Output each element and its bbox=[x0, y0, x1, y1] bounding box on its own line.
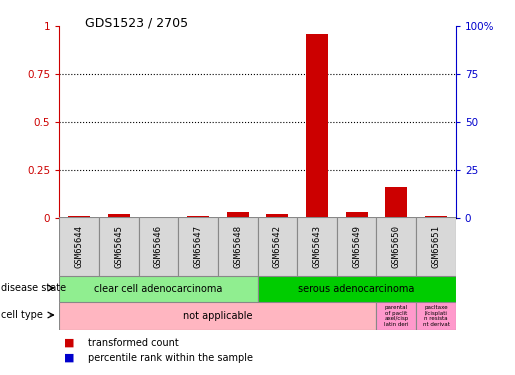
Text: transformed count: transformed count bbox=[88, 338, 178, 348]
Bar bbox=[147, 216, 169, 217]
Bar bbox=[139, 217, 178, 276]
Text: GSM65643: GSM65643 bbox=[313, 225, 321, 268]
Text: GSM65645: GSM65645 bbox=[114, 225, 123, 268]
Text: ■: ■ bbox=[64, 338, 75, 348]
Text: parental
of paclit
axel/cisp
latin deri: parental of paclit axel/cisp latin deri bbox=[384, 305, 408, 327]
Text: clear cell adenocarcinoma: clear cell adenocarcinoma bbox=[94, 284, 222, 294]
Text: GSM65644: GSM65644 bbox=[75, 225, 83, 268]
Bar bbox=[385, 187, 407, 218]
Text: percentile rank within the sample: percentile rank within the sample bbox=[88, 353, 252, 363]
Bar bbox=[376, 217, 416, 276]
Bar bbox=[187, 216, 209, 217]
Bar bbox=[346, 212, 368, 217]
Bar bbox=[306, 34, 328, 218]
Text: GSM65647: GSM65647 bbox=[194, 225, 202, 268]
Text: GSM65648: GSM65648 bbox=[233, 225, 242, 268]
Text: GSM65651: GSM65651 bbox=[432, 225, 440, 268]
Bar bbox=[297, 217, 337, 276]
Bar bbox=[416, 217, 456, 276]
Text: GSM65649: GSM65649 bbox=[352, 225, 361, 268]
Text: GSM65646: GSM65646 bbox=[154, 225, 163, 268]
Bar bbox=[416, 302, 456, 330]
Bar bbox=[258, 217, 297, 276]
Bar bbox=[376, 302, 416, 330]
Bar bbox=[59, 217, 99, 276]
Text: serous adenocarcinoma: serous adenocarcinoma bbox=[299, 284, 415, 294]
Text: ■: ■ bbox=[64, 353, 75, 363]
Bar bbox=[337, 217, 376, 276]
Text: GSM65650: GSM65650 bbox=[392, 225, 401, 268]
Text: not applicable: not applicable bbox=[183, 311, 252, 321]
Bar bbox=[108, 214, 130, 217]
Bar bbox=[99, 217, 139, 276]
Text: GDS1523 / 2705: GDS1523 / 2705 bbox=[85, 17, 188, 30]
Bar bbox=[425, 216, 447, 217]
Bar bbox=[178, 217, 218, 276]
Bar bbox=[258, 276, 456, 302]
Text: GSM65642: GSM65642 bbox=[273, 225, 282, 268]
Bar bbox=[313, 216, 321, 217]
Bar bbox=[227, 212, 249, 217]
Bar bbox=[59, 276, 258, 302]
Bar bbox=[59, 302, 376, 330]
Bar bbox=[266, 214, 288, 217]
Bar bbox=[68, 216, 90, 217]
Text: pacltaxe
l/cisplati
n resista
nt derivat: pacltaxe l/cisplati n resista nt derivat bbox=[422, 305, 450, 327]
Text: disease state: disease state bbox=[1, 283, 66, 293]
Bar bbox=[218, 217, 258, 276]
Text: cell type: cell type bbox=[1, 310, 43, 320]
